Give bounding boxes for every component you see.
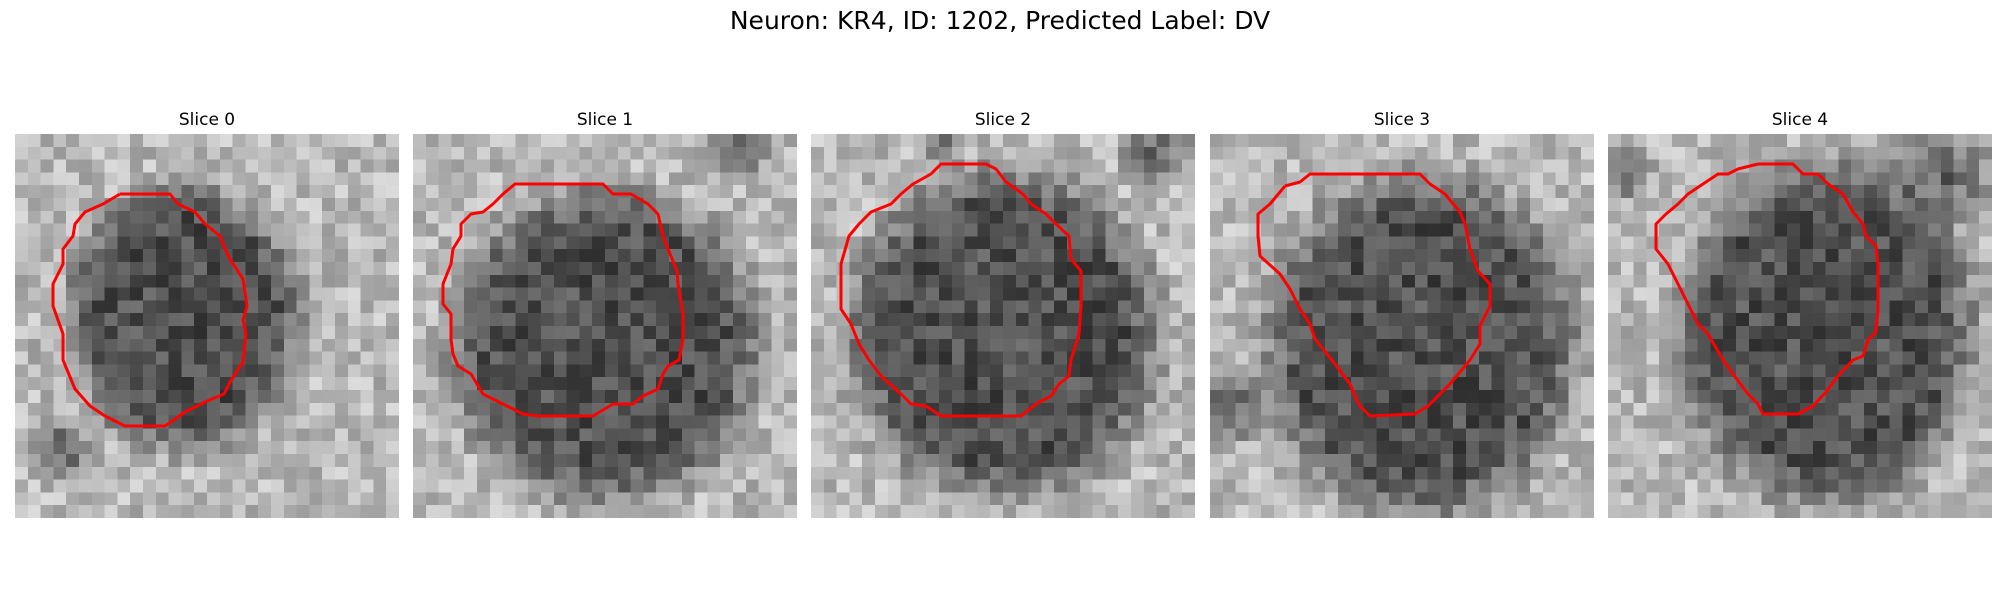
figure-title: Neuron: KR4, ID: 1202, Predicted Label: … bbox=[729, 6, 1271, 35]
slice-title-3: Slice 3 bbox=[1373, 110, 1431, 130]
roi-contour-3 bbox=[1256, 172, 1492, 418]
roi-contour-svg-3 bbox=[1256, 172, 1492, 418]
roi-contour-svg-2 bbox=[839, 162, 1083, 418]
slice-image-1 bbox=[413, 134, 797, 518]
slice-title-1: Slice 1 bbox=[576, 110, 634, 130]
roi-contour-0 bbox=[51, 192, 249, 428]
microscopy-image-2 bbox=[811, 134, 1195, 518]
microscopy-image-4 bbox=[1608, 134, 1992, 518]
roi-contour-1 bbox=[441, 182, 685, 418]
slice-image-3 bbox=[1210, 134, 1594, 518]
roi-contour-svg-4 bbox=[1654, 162, 1880, 416]
roi-contour-svg-0 bbox=[51, 192, 249, 428]
microscopy-image-1 bbox=[413, 134, 797, 518]
slice-image-4 bbox=[1608, 134, 1992, 518]
microscopy-image-0 bbox=[15, 134, 399, 518]
slice-image-0 bbox=[15, 134, 399, 518]
slice-title-0: Slice 0 bbox=[178, 110, 236, 130]
roi-contour-svg-1 bbox=[441, 182, 685, 418]
slice-title-2: Slice 2 bbox=[974, 110, 1032, 130]
slice-title-4: Slice 4 bbox=[1771, 110, 1829, 130]
roi-contour-2 bbox=[839, 162, 1083, 418]
roi-contour-4 bbox=[1654, 162, 1880, 416]
slice-image-2 bbox=[811, 134, 1195, 518]
